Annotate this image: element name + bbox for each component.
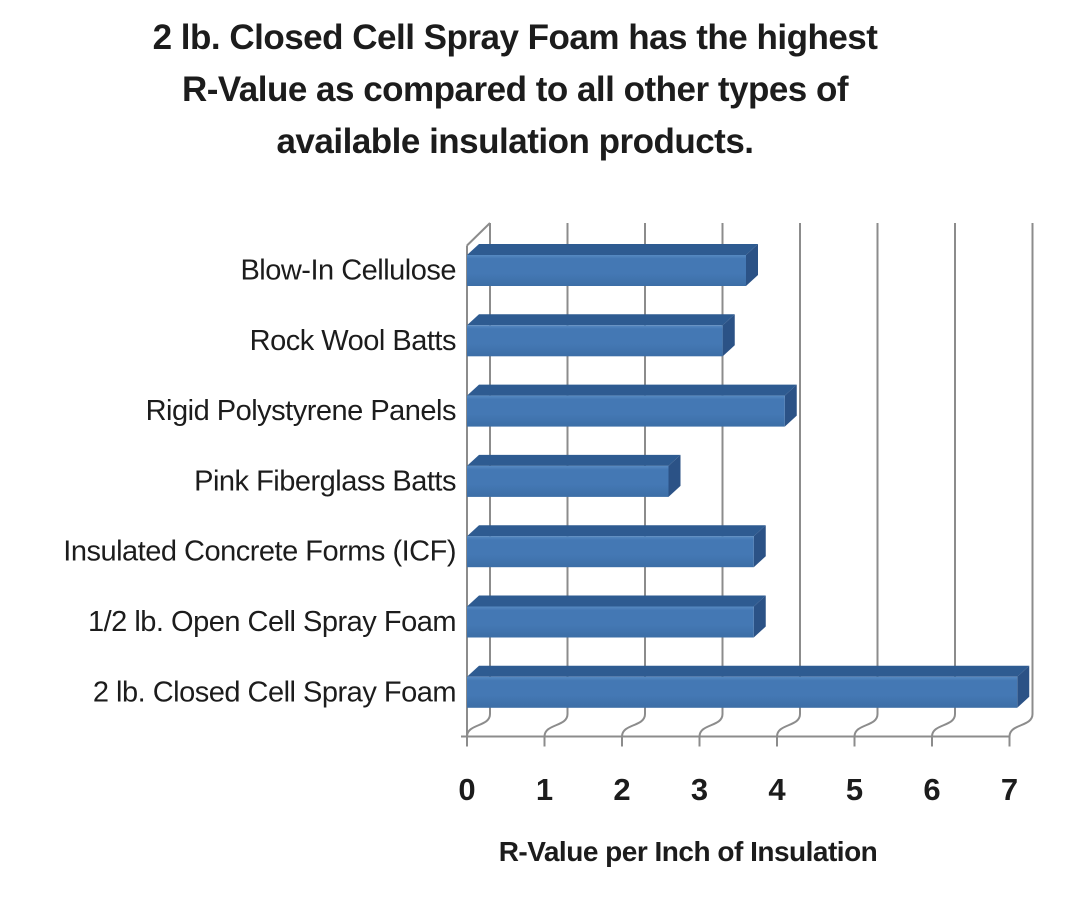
gridline-floor-connector-7	[1008, 713, 1034, 737]
category-label-insulated-concrete-forms-icf: Insulated Concrete Forms (ICF)	[63, 536, 456, 568]
x-axis-title: R-Value per Inch of Insulation	[498, 836, 878, 867]
bar-side-rigid-polystyrene-panels	[784, 384, 797, 427]
bar-side-2-lb-closed-cell-spray-foam	[1017, 665, 1030, 708]
bar-rock-wool-batts	[467, 325, 723, 357]
bar-side-insulated-concrete-forms-icf	[753, 525, 766, 568]
bar-side-1-2-lb-open-cell-spray-foam	[753, 595, 766, 638]
category-label-rigid-polystyrene-panels: Rigid Polystyrene Panels	[146, 395, 456, 427]
x-axis-tick-label-2: 2	[613, 772, 630, 807]
category-label-pink-fiberglass-batts: Pink Fiberglass Batts	[194, 465, 456, 497]
x-axis-tick-label-3: 3	[691, 772, 708, 807]
bar-top-1-2-lb-open-cell-spray-foam	[467, 595, 766, 607]
gridline-floor-connector-4	[776, 713, 801, 737]
bar-top-2-lb-closed-cell-spray-foam	[467, 665, 1030, 677]
bar-side-pink-fiberglass-batts	[668, 454, 681, 497]
bar-2-lb-closed-cell-spray-foam	[467, 676, 1018, 708]
gridline-floor-connector-3	[698, 713, 724, 737]
bar-top-pink-fiberglass-batts	[467, 454, 681, 466]
bar-1-2-lb-open-cell-spray-foam	[467, 606, 754, 638]
x-axis-tick-label-5: 5	[846, 772, 863, 807]
bar-top-rigid-polystyrene-panels	[467, 384, 797, 396]
bar-side-blow-in-cellulose	[746, 244, 758, 286]
x-axis-tick-label-1: 1	[536, 772, 553, 807]
gridline-floor-connector-5	[853, 713, 879, 737]
x-axis-tick-label-0: 0	[458, 772, 475, 807]
category-label-rock-wool-batts: Rock Wool Batts	[250, 325, 456, 357]
bar-rigid-polystyrene-panels	[467, 395, 785, 427]
x-axis-tick-label-6: 6	[923, 772, 940, 807]
category-label-blow-in-cellulose: Blow-In Cellulose	[240, 255, 456, 287]
bar-top-rock-wool-batts	[467, 314, 735, 326]
bar-side-rock-wool-batts	[722, 314, 735, 357]
bar-pink-fiberglass-batts	[467, 465, 669, 497]
chart-title: 2 lb. Closed Cell Spray Foam has the hig…	[0, 12, 1030, 168]
gridline-floor-connector-1	[543, 713, 569, 737]
x-axis-tick-label-7: 7	[1001, 772, 1018, 807]
category-label-2-lb-closed-cell-spray-foam: 2 lb. Closed Cell Spray Foam	[93, 676, 456, 708]
bar-insulated-concrete-forms-icf	[467, 536, 754, 568]
gridline-floor-connector-0	[466, 713, 491, 737]
chart-title-line-1: 2 lb. Closed Cell Spray Foam has the hig…	[152, 18, 878, 57]
gridline-floor-connector-2	[621, 713, 646, 737]
chart-title-line-2: R-Value as compared to all other types o…	[181, 70, 849, 109]
bar-top-blow-in-cellulose	[467, 244, 758, 255]
x-axis-tick-label-4: 4	[768, 772, 786, 807]
bar-top-insulated-concrete-forms-icf	[467, 525, 766, 537]
category-label-1-2-lb-open-cell-spray-foam: 1/2 lb. Open Cell Spray Foam	[88, 606, 456, 638]
bar-blow-in-cellulose	[467, 255, 746, 286]
gridline-floor-connector-6	[931, 713, 956, 737]
left-wall-top-edge	[466, 222, 491, 247]
chart-title-line-3: available insulation products.	[276, 122, 754, 161]
